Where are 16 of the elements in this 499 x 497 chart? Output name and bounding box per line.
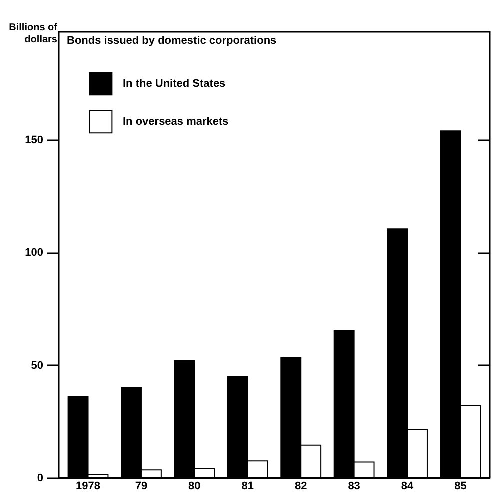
y-tick-label: 100 [25, 247, 44, 260]
x-tick-label: 81 [242, 480, 254, 492]
x-tick-label: 83 [348, 480, 360, 492]
legend-label: In the United States [123, 78, 226, 90]
legend-label: In overseas markets [123, 116, 229, 128]
y-axis-title: Billions of dollars [9, 22, 58, 46]
chart-title: Bonds issued by domestic corporations [67, 35, 277, 47]
x-tick-label: 84 [401, 480, 415, 492]
x-tick-label: 80 [188, 480, 201, 492]
y-tick-label: 0 [37, 472, 44, 484]
x-tick-label: 85 [454, 480, 467, 492]
x-tick-label: 82 [294, 480, 308, 492]
x-tick-label: 79 [135, 480, 148, 492]
y-tick-label: 50 [31, 360, 44, 372]
x-tick-label: 1978 [76, 480, 101, 492]
y-tick-label: 150 [25, 134, 44, 147]
